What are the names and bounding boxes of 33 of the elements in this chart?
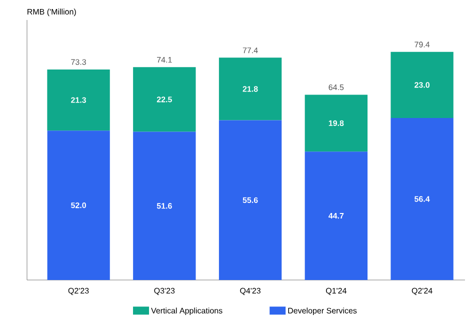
legend-label: Developer Services bbox=[288, 308, 357, 316]
bar bbox=[304, 94, 368, 152]
bar bbox=[218, 58, 282, 120]
bar bbox=[304, 152, 368, 280]
bar bbox=[390, 52, 454, 118]
bar bbox=[390, 118, 454, 280]
total-label: 77.4 bbox=[242, 48, 258, 54]
x-tick-label: Q2'23 bbox=[68, 288, 89, 295]
total-label: 73.3 bbox=[71, 59, 86, 65]
bar bbox=[133, 67, 196, 132]
bar bbox=[218, 120, 282, 280]
data-label: 21.3 bbox=[71, 97, 86, 103]
y-axis-title: RMB ('Million) bbox=[28, 8, 76, 16]
total-label: 79.4 bbox=[414, 42, 430, 48]
data-label: 23.0 bbox=[414, 82, 430, 88]
data-label: 19.8 bbox=[328, 120, 344, 126]
total-label: 74.1 bbox=[157, 57, 172, 63]
data-label: 22.5 bbox=[156, 96, 172, 102]
x-tick-label: Q4'23 bbox=[240, 288, 260, 295]
bar bbox=[47, 130, 110, 280]
x-tick-label: Q3'23 bbox=[154, 288, 175, 295]
data-label: 44.7 bbox=[328, 213, 344, 219]
x-tick-label: Q1'24 bbox=[326, 288, 346, 295]
data-label: 52.0 bbox=[71, 202, 86, 208]
x-tick-label: Q2'24 bbox=[412, 288, 432, 295]
bar bbox=[47, 69, 110, 131]
data-label: 51.6 bbox=[156, 203, 172, 209]
data-label: 55.6 bbox=[242, 197, 258, 203]
data-label: 21.8 bbox=[242, 86, 258, 92]
total-label: 64.5 bbox=[328, 84, 344, 90]
data-label: 56.4 bbox=[414, 196, 430, 202]
legend-label: Vertical Applications bbox=[151, 308, 222, 316]
bar bbox=[133, 132, 196, 280]
